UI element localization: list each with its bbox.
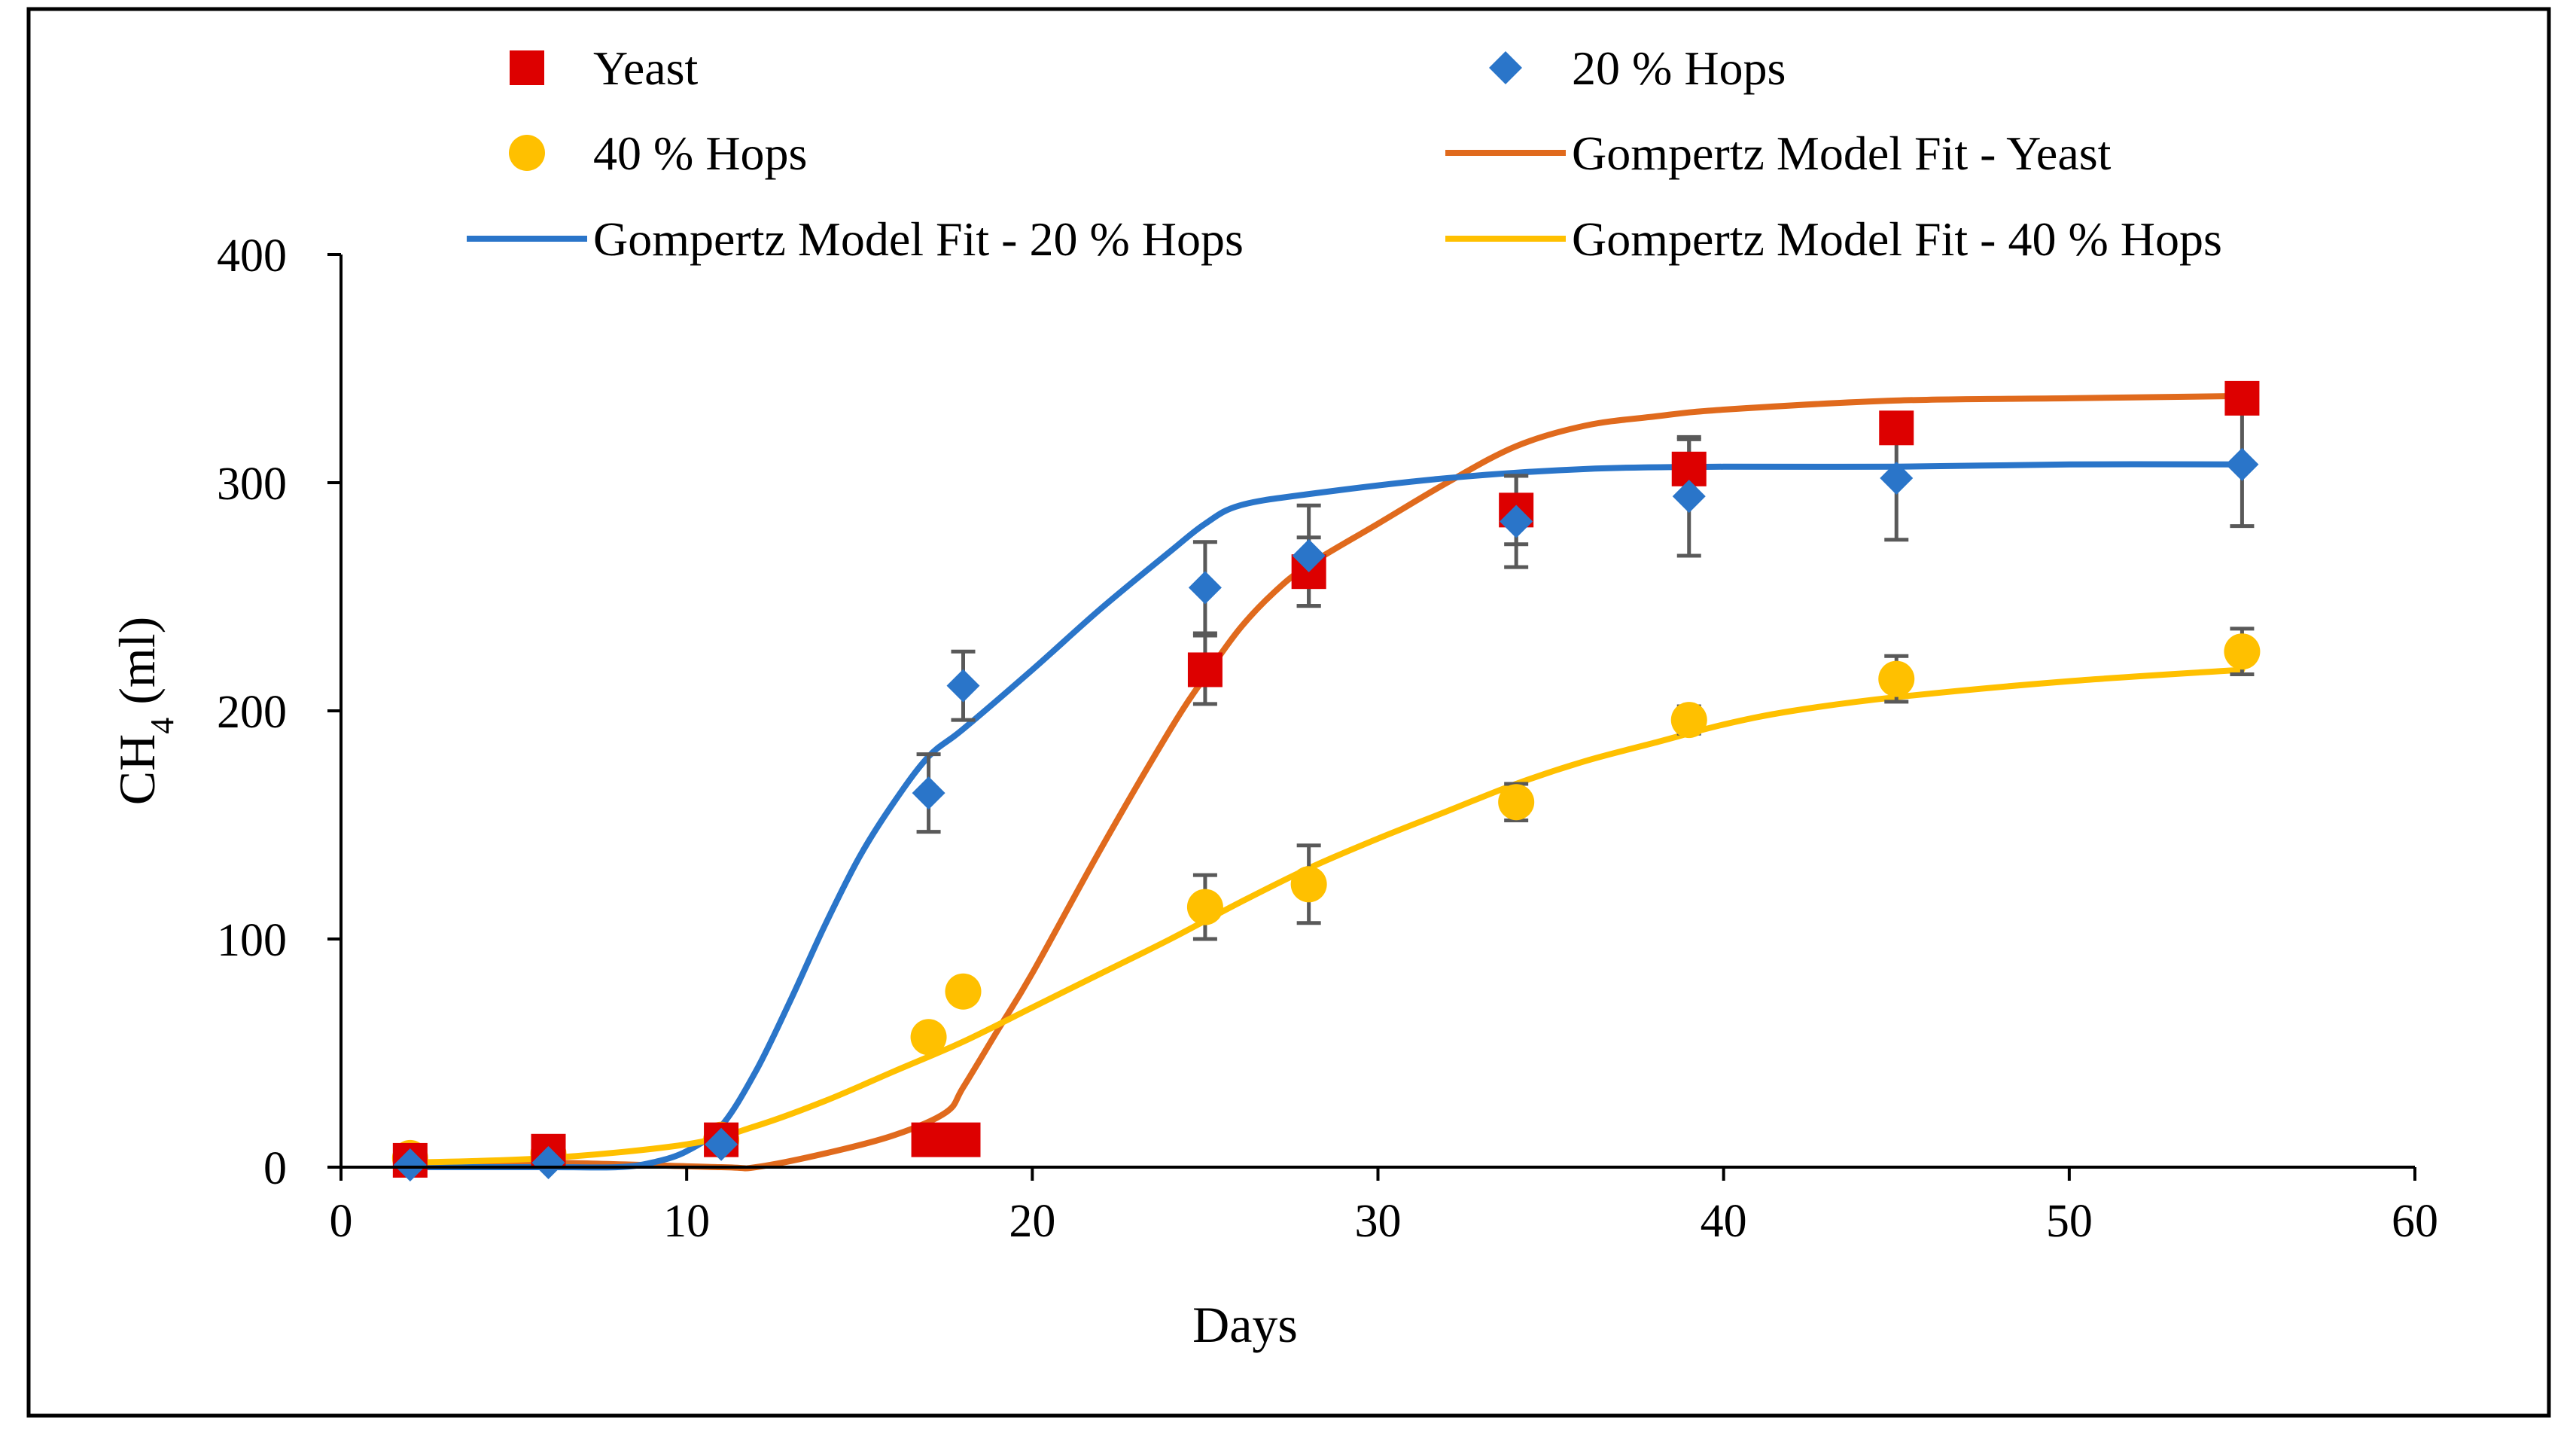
legend-item-yeast: Yeast: [510, 41, 699, 95]
data-point-20-hops: [1880, 461, 1914, 495]
legend-label: 40 % Hops: [593, 127, 807, 180]
y-axis-title-subscript: 4: [144, 718, 181, 734]
x-tick-label: 0: [330, 1196, 353, 1247]
outer-frame: [26, 7, 2551, 1418]
data-point-yeast: [911, 1122, 946, 1157]
data-point-20-hops: [2225, 447, 2259, 481]
legend-label: 20 % Hops: [1572, 41, 1786, 95]
y-tick-label: 300: [217, 459, 287, 510]
y-tick-label: 200: [217, 687, 287, 738]
legend-item-40-hops: 40 % Hops: [509, 127, 807, 180]
axis-ticks: 0 10 20 30 40 50 60 0 100 200 300 400: [217, 230, 2438, 1247]
data-point-20-hops: [705, 1127, 738, 1161]
legend-label: Gompertz Model Fit - 40 % Hops: [1572, 212, 2222, 266]
legend-item-gompertz-model-fit-40-hops: Gompertz Model Fit - 40 % Hops: [1445, 212, 2222, 266]
data-point-40-hops: [1670, 702, 1707, 739]
legend-marker-swatch: [510, 50, 544, 85]
data-point-20-hops: [1500, 505, 1533, 538]
x-tick-label: 60: [2392, 1196, 2438, 1247]
x-tick-label: 30: [1355, 1196, 1402, 1247]
legend: Yeast 20 % Hops 40 % Hops Gompertz Model Fi…: [467, 41, 2222, 266]
data-point-yeast: [1879, 410, 1914, 446]
y-tick-label: 0: [263, 1143, 287, 1194]
data-point-40-hops: [1186, 889, 1223, 925]
data-point-20-hops: [1292, 538, 1326, 572]
y-axis-title: CH4 (ml): [108, 617, 181, 806]
data-point-40-hops: [1878, 660, 1915, 697]
data-point-20-hops: [531, 1145, 565, 1179]
x-tick-label: 20: [1009, 1196, 1055, 1247]
legend-item-gompertz-model-fit-20-hops: Gompertz Model Fit - 20 % Hops: [467, 212, 1244, 266]
x-axis-title: Days: [1192, 1296, 1298, 1353]
legend-item-gompertz-model-fit-yeast: Gompertz Model Fit - Yeast: [1445, 127, 2112, 180]
markers-layer: [391, 380, 2261, 1181]
data-point-20-hops: [1188, 571, 1222, 605]
data-point-yeast: [945, 1122, 981, 1157]
data-point-20-hops: [946, 669, 980, 703]
fit-line-gompertz-model-fit-40-hops: [406, 666, 2246, 1166]
legend-marker-swatch: [509, 135, 545, 171]
x-tick-label: 10: [663, 1196, 710, 1247]
data-point-yeast: [2224, 380, 2260, 416]
y-axis-title-unit: (ml): [108, 617, 166, 718]
legend-label: Gompertz Model Fit - 20 % Hops: [593, 212, 1244, 266]
data-point-20-hops: [393, 1148, 427, 1181]
legend-label: Yeast: [593, 41, 699, 95]
data-point-40-hops: [910, 1019, 947, 1056]
data-point-40-hops: [1290, 866, 1327, 903]
data-point-20-hops: [912, 776, 945, 810]
data-point-20-hops: [1672, 480, 1706, 514]
y-axis-title-main: CH: [108, 734, 166, 805]
legend-label: Gompertz Model Fit - Yeast: [1572, 127, 2112, 180]
x-tick-label: 50: [2046, 1196, 2093, 1247]
y-tick-label: 100: [217, 915, 287, 966]
data-point-yeast: [1187, 652, 1223, 687]
data-point-40-hops: [945, 973, 982, 1010]
y-tick-label: 400: [217, 230, 287, 282]
data-point-40-hops: [2224, 633, 2261, 670]
legend-marker-swatch: [1489, 51, 1522, 84]
legend-item-20-hops: 20 % Hops: [1489, 41, 1786, 95]
x-tick-label: 40: [1701, 1196, 1747, 1247]
data-point-40-hops: [1498, 784, 1535, 821]
